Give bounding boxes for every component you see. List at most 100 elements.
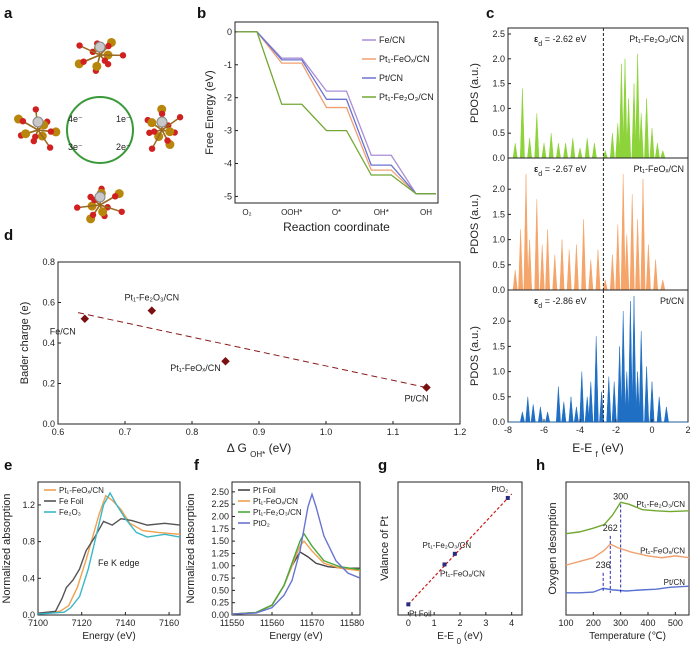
- panel-e-ytick-label: 1.2: [22, 500, 35, 510]
- panel-c-pdos: 0.0 0.5 1.0 1.5 2.0 2.5 εd = -2.62 eV Pt₁-Fe₂O₃…: [469, 27, 691, 459]
- oxygen-atom: [73, 204, 81, 211]
- panel-d-xlabel: Δ G OH* (eV): [227, 441, 292, 459]
- panel-d-point-label: Pt₁-Fe₂O₃/CN: [124, 293, 179, 303]
- platinum-atom: [94, 191, 106, 203]
- atom-bond: [161, 116, 181, 131]
- panel-d-point-label: Pt/CN: [404, 394, 428, 404]
- panel-d-ytick-label: 0.2: [42, 379, 55, 389]
- oxygen-atom: [46, 144, 54, 151]
- panel-c-ytick-label: 0.5: [492, 128, 505, 138]
- panel-h-series-line: [565, 501, 690, 535]
- panel-c-ytick-label: 1.5: [492, 79, 505, 89]
- panel-f-pt-xanes: 11550 11560 11570 11580 0.00 0.25 0.50 0.75 1.00…: [185, 481, 364, 642]
- panel-g-xtick-label: 2: [457, 618, 462, 628]
- panel-f-xtick-label: 11570: [300, 618, 324, 628]
- panel-f-ytick-label: 2.00: [211, 511, 229, 521]
- panel-b-ytick-label: -1: [224, 60, 232, 70]
- oxygen-atom: [105, 42, 112, 50]
- panel-letter-b: b: [197, 5, 206, 22]
- panel-g-trend-line: [407, 493, 513, 605]
- panel-letter-c: c: [486, 5, 494, 22]
- panel-d-ytick-label: 0.8: [42, 257, 55, 267]
- panel-h-series-label: Pt/CN: [664, 578, 686, 587]
- panel-g-xtick-label: 3: [483, 618, 488, 628]
- panel-f-legend-label: Pt₁-Fe₂O₃/CN: [253, 508, 302, 517]
- oxygen-atom: [76, 42, 83, 49]
- panel-c-pdos-area: [508, 174, 688, 291]
- panel-c-ytick-label: 1.5: [492, 209, 505, 219]
- panel-c-xtick-label: -8: [504, 425, 512, 435]
- oxygen-atom: [101, 57, 109, 64]
- panel-f-axes: [231, 481, 361, 616]
- panel-d-xtick-label: 0.6: [52, 427, 65, 437]
- panel-letter-h: h: [536, 457, 545, 474]
- cycle-label-4e: 4e⁻: [68, 114, 83, 124]
- oxygen-atom: [111, 193, 119, 200]
- iron-atom: [21, 129, 31, 139]
- panel-c-ylabel: PDOS (a.u.): [469, 63, 481, 123]
- panel-b-legend-label: Pt/CN: [379, 73, 403, 83]
- oxygen-atom: [119, 52, 127, 59]
- panel-d-data-point: [80, 314, 90, 323]
- panel-f-xtick-label: 11580: [340, 618, 364, 628]
- panel-c-ytick-label: 0.0: [492, 153, 505, 163]
- atom-bond: [37, 129, 51, 149]
- panel-b-ylabel: Free Energy (eV): [204, 70, 216, 154]
- panel-b-ytick-label: -2: [224, 93, 232, 103]
- panel-d-trend-line: [77, 312, 427, 389]
- panel-letter-d: d: [4, 227, 13, 244]
- panel-c-ytick-label: 0.0: [492, 417, 505, 427]
- oxygen-atom: [80, 58, 87, 65]
- panel-f-ytick-label: 1.00: [211, 561, 229, 571]
- panel-h-xtick-label: 500: [668, 618, 683, 628]
- panel-g-point-label: Pt₁-FeOₓ/CN: [440, 569, 485, 578]
- panel-f-legend-label: Pt Foil: [253, 486, 276, 495]
- cycle-label-2e: 2e⁻: [116, 142, 131, 152]
- panel-e-ytick-label: 0.4: [22, 573, 35, 583]
- panel-g-xtick-label: 4: [509, 618, 514, 628]
- panel-b-category-label: OH: [420, 208, 432, 217]
- panel-d-data-point: [221, 356, 230, 366]
- panel-d-xtick-label: 1.0: [320, 427, 333, 437]
- panel-d-ytick-label: 0.6: [42, 298, 55, 308]
- panel-f-ytick-label: 0.50: [211, 585, 229, 595]
- panel-c-xtick-label: -4: [576, 425, 584, 435]
- panel-f-ytick-label: 1.25: [211, 548, 229, 558]
- panel-b-series-line: [237, 31, 436, 195]
- panel-e-xlabel: Energy (eV): [82, 631, 135, 642]
- panel-h-series-label: Pt₁-FeOₓ/CN: [640, 547, 685, 556]
- panel-f-xlabel: Energy (eV): [269, 631, 322, 642]
- panel-d-data-point: [147, 306, 157, 315]
- panel-h-series-line: [565, 543, 690, 566]
- panel-b-category-label: O₂: [242, 208, 251, 217]
- atom-bond: [99, 204, 122, 213]
- panel-c-ytick-label: 1.5: [492, 341, 505, 351]
- oxygen-atom: [118, 208, 125, 215]
- panel-c-ytick-label: 2.0: [492, 184, 505, 194]
- panel-h-peak-label: 236: [596, 560, 611, 570]
- panel-e-ytick-label: 0.0: [22, 610, 35, 620]
- panel-g-data-point: [442, 562, 447, 567]
- panel-b-category-label: O*: [332, 208, 341, 217]
- oxygen-atom: [151, 128, 158, 135]
- panel-g-valence: 0 1 2 3 4 E-E 0 (eV) Valance of Pt Pt Foil Pt₁-F…: [379, 481, 523, 646]
- cycle-label-3e: 3e⁻: [68, 142, 83, 152]
- panel-h-xtick-label: 100: [558, 618, 573, 628]
- panel-f-ytick-label: 1.75: [211, 524, 229, 534]
- reaction-cycle-ring: [66, 96, 134, 164]
- cycle-label-1e: 1e⁻: [116, 114, 131, 124]
- oxygen-atom: [158, 110, 166, 118]
- panel-g-point-label: PtO₂: [491, 485, 508, 494]
- oxygen-atom: [32, 133, 39, 140]
- panel-f-ylabel: Normalized absorption: [185, 493, 197, 603]
- molecular-model-left: [13, 106, 61, 151]
- panel-c-axes: [507, 27, 689, 159]
- panel-b-category-label: OOH*: [281, 208, 302, 217]
- molecular-model-bottom: [73, 185, 125, 224]
- panel-e-axes: [37, 481, 181, 616]
- panel-g-point-label: Pt Foil: [409, 609, 432, 618]
- panel-g-ylabel: Valance of Pt: [379, 516, 391, 581]
- panel-d-xtick-label: 0.7: [119, 427, 132, 437]
